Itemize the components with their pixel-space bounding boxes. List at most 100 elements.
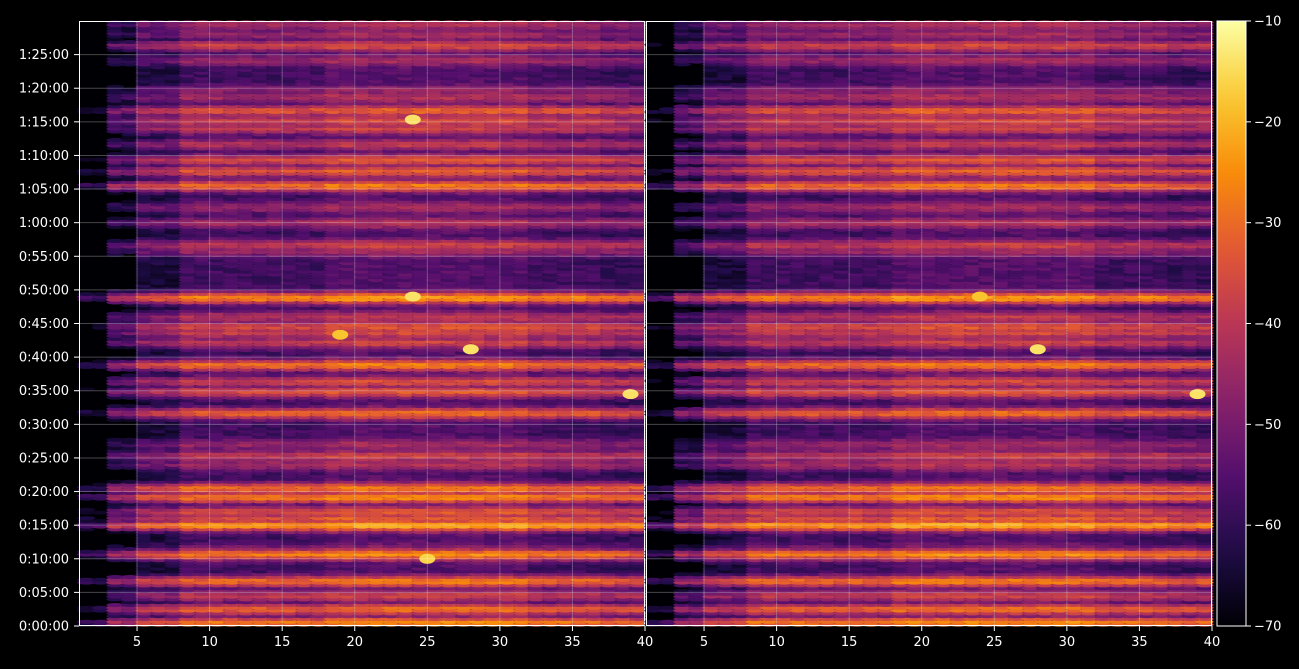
- heatmap-cell: [367, 583, 386, 588]
- heatmap-cell: [324, 600, 342, 605]
- heatmap-cell: [149, 603, 168, 607]
- heatmap-cell: [382, 583, 400, 588]
- heatmap-cell: [149, 583, 168, 588]
- heatmap-cell: [353, 617, 371, 621]
- heatmap-cell: [367, 580, 386, 585]
- heatmap-cell: [396, 589, 415, 593]
- heatmap-cell: [367, 577, 386, 582]
- heatmap-cell: [469, 605, 488, 610]
- heatmap-cell: [614, 591, 633, 596]
- heatmap-cell: [251, 608, 270, 613]
- heatmap-cell: [120, 580, 139, 585]
- heatmap-cell: [265, 617, 284, 621]
- heatmap-cell: [222, 597, 241, 602]
- heatmap-cell: [527, 580, 546, 585]
- heatmap-cell: [251, 614, 270, 619]
- heatmap-cell: [207, 619, 226, 624]
- heatmap-cell: [556, 611, 575, 616]
- heatmap-cell: [251, 594, 270, 599]
- heatmap-cell: [556, 605, 575, 610]
- heatmap-cell: [164, 591, 183, 596]
- heatmap-cell: [135, 589, 154, 593]
- heatmap-cell: [411, 575, 430, 579]
- heatmap-cell: [236, 575, 255, 579]
- heatmap-cell: [382, 605, 400, 610]
- heatmap-cell: [309, 572, 328, 577]
- heatmap-cell: [512, 569, 531, 574]
- heatmap-cell: [135, 603, 154, 607]
- heatmap-cell: [512, 594, 531, 599]
- heatmap-cell: [440, 591, 459, 596]
- heatmap-cell: [527, 605, 546, 610]
- heatmap-cell: [628, 586, 647, 591]
- heatmap-cell: [425, 614, 444, 619]
- heatmap-cell: [396, 583, 415, 588]
- heatmap-cell: [294, 586, 313, 591]
- heatmap-cell: [207, 580, 226, 585]
- heatmap-cell: [512, 608, 531, 613]
- heatmap-cell: [135, 580, 154, 585]
- heatmap-cell: [527, 583, 546, 588]
- heatmap-cell: [338, 597, 357, 602]
- heatmap-cell: [222, 577, 241, 582]
- heatmap-cell: [585, 591, 604, 596]
- heatmap-cell: [149, 597, 168, 602]
- heatmap-cell: [411, 586, 430, 591]
- heatmap-cell: [599, 594, 618, 599]
- heatmap-cell: [411, 611, 430, 616]
- heatmap-cell: [106, 583, 125, 588]
- heatmap-cell: [164, 619, 183, 624]
- heatmap-cell: [396, 608, 415, 613]
- heatmap-cell: [178, 614, 197, 619]
- heatmap-cell: [498, 619, 517, 624]
- heatmap-cell: [512, 597, 531, 602]
- heatmap-cell: [628, 569, 647, 574]
- heatmap-cell: [411, 577, 430, 582]
- heatmap-cell: [135, 586, 154, 591]
- heatmap-cell: [294, 583, 313, 588]
- heatmap-cell: [149, 605, 168, 610]
- heatmap-cell: [454, 603, 473, 607]
- heatmap-cell: [294, 580, 313, 585]
- heatmap-cell: [193, 586, 212, 591]
- heatmap-cell: [77, 577, 96, 582]
- heatmap-cell: [454, 619, 473, 624]
- heatmap-cell: [425, 608, 444, 613]
- heatmap-cell: [77, 619, 96, 624]
- heatmap-cell: [512, 591, 531, 596]
- heatmap-cell: [396, 600, 415, 605]
- heatmap-cell: [498, 603, 517, 607]
- heatmap-cell: [585, 603, 604, 607]
- heatmap-cell: [222, 569, 241, 574]
- heatmap-cell: [120, 603, 139, 607]
- heatmap-cell: [222, 617, 241, 621]
- heatmap-cell: [425, 617, 444, 621]
- heatmap-cell: [222, 600, 241, 605]
- heatmap-cell: [527, 614, 546, 619]
- heatmap-cell: [178, 583, 197, 588]
- heatmap-cell: [120, 575, 139, 579]
- heatmap-cell: [164, 611, 183, 616]
- heatmap-cell: [556, 577, 575, 582]
- heatmap-cell: [265, 583, 284, 588]
- heatmap-cell: [512, 617, 531, 621]
- heatmap-cell: [512, 589, 531, 593]
- heatmap-cell: [178, 577, 197, 582]
- heatmap-cell: [280, 608, 299, 613]
- heatmap-cell: [222, 608, 241, 613]
- heatmap-cell: [411, 591, 430, 596]
- heatmap-cell: [498, 591, 517, 596]
- heatmap-cell: [425, 597, 444, 602]
- heatmap-cell: [454, 617, 473, 621]
- heatmap-cell: [483, 586, 502, 591]
- heatmap-cell: [440, 611, 459, 616]
- heatmap-cell: [454, 583, 473, 588]
- heatmap-cell: [628, 589, 647, 593]
- heatmap-cell: [382, 617, 400, 621]
- heatmap-cell: [498, 586, 517, 591]
- heatmap-cell: [324, 617, 342, 621]
- heatmap-cell: [222, 575, 241, 579]
- heatmap-cell: [614, 577, 633, 582]
- heatmap-cell: [469, 583, 488, 588]
- heatmap-cell: [498, 611, 517, 616]
